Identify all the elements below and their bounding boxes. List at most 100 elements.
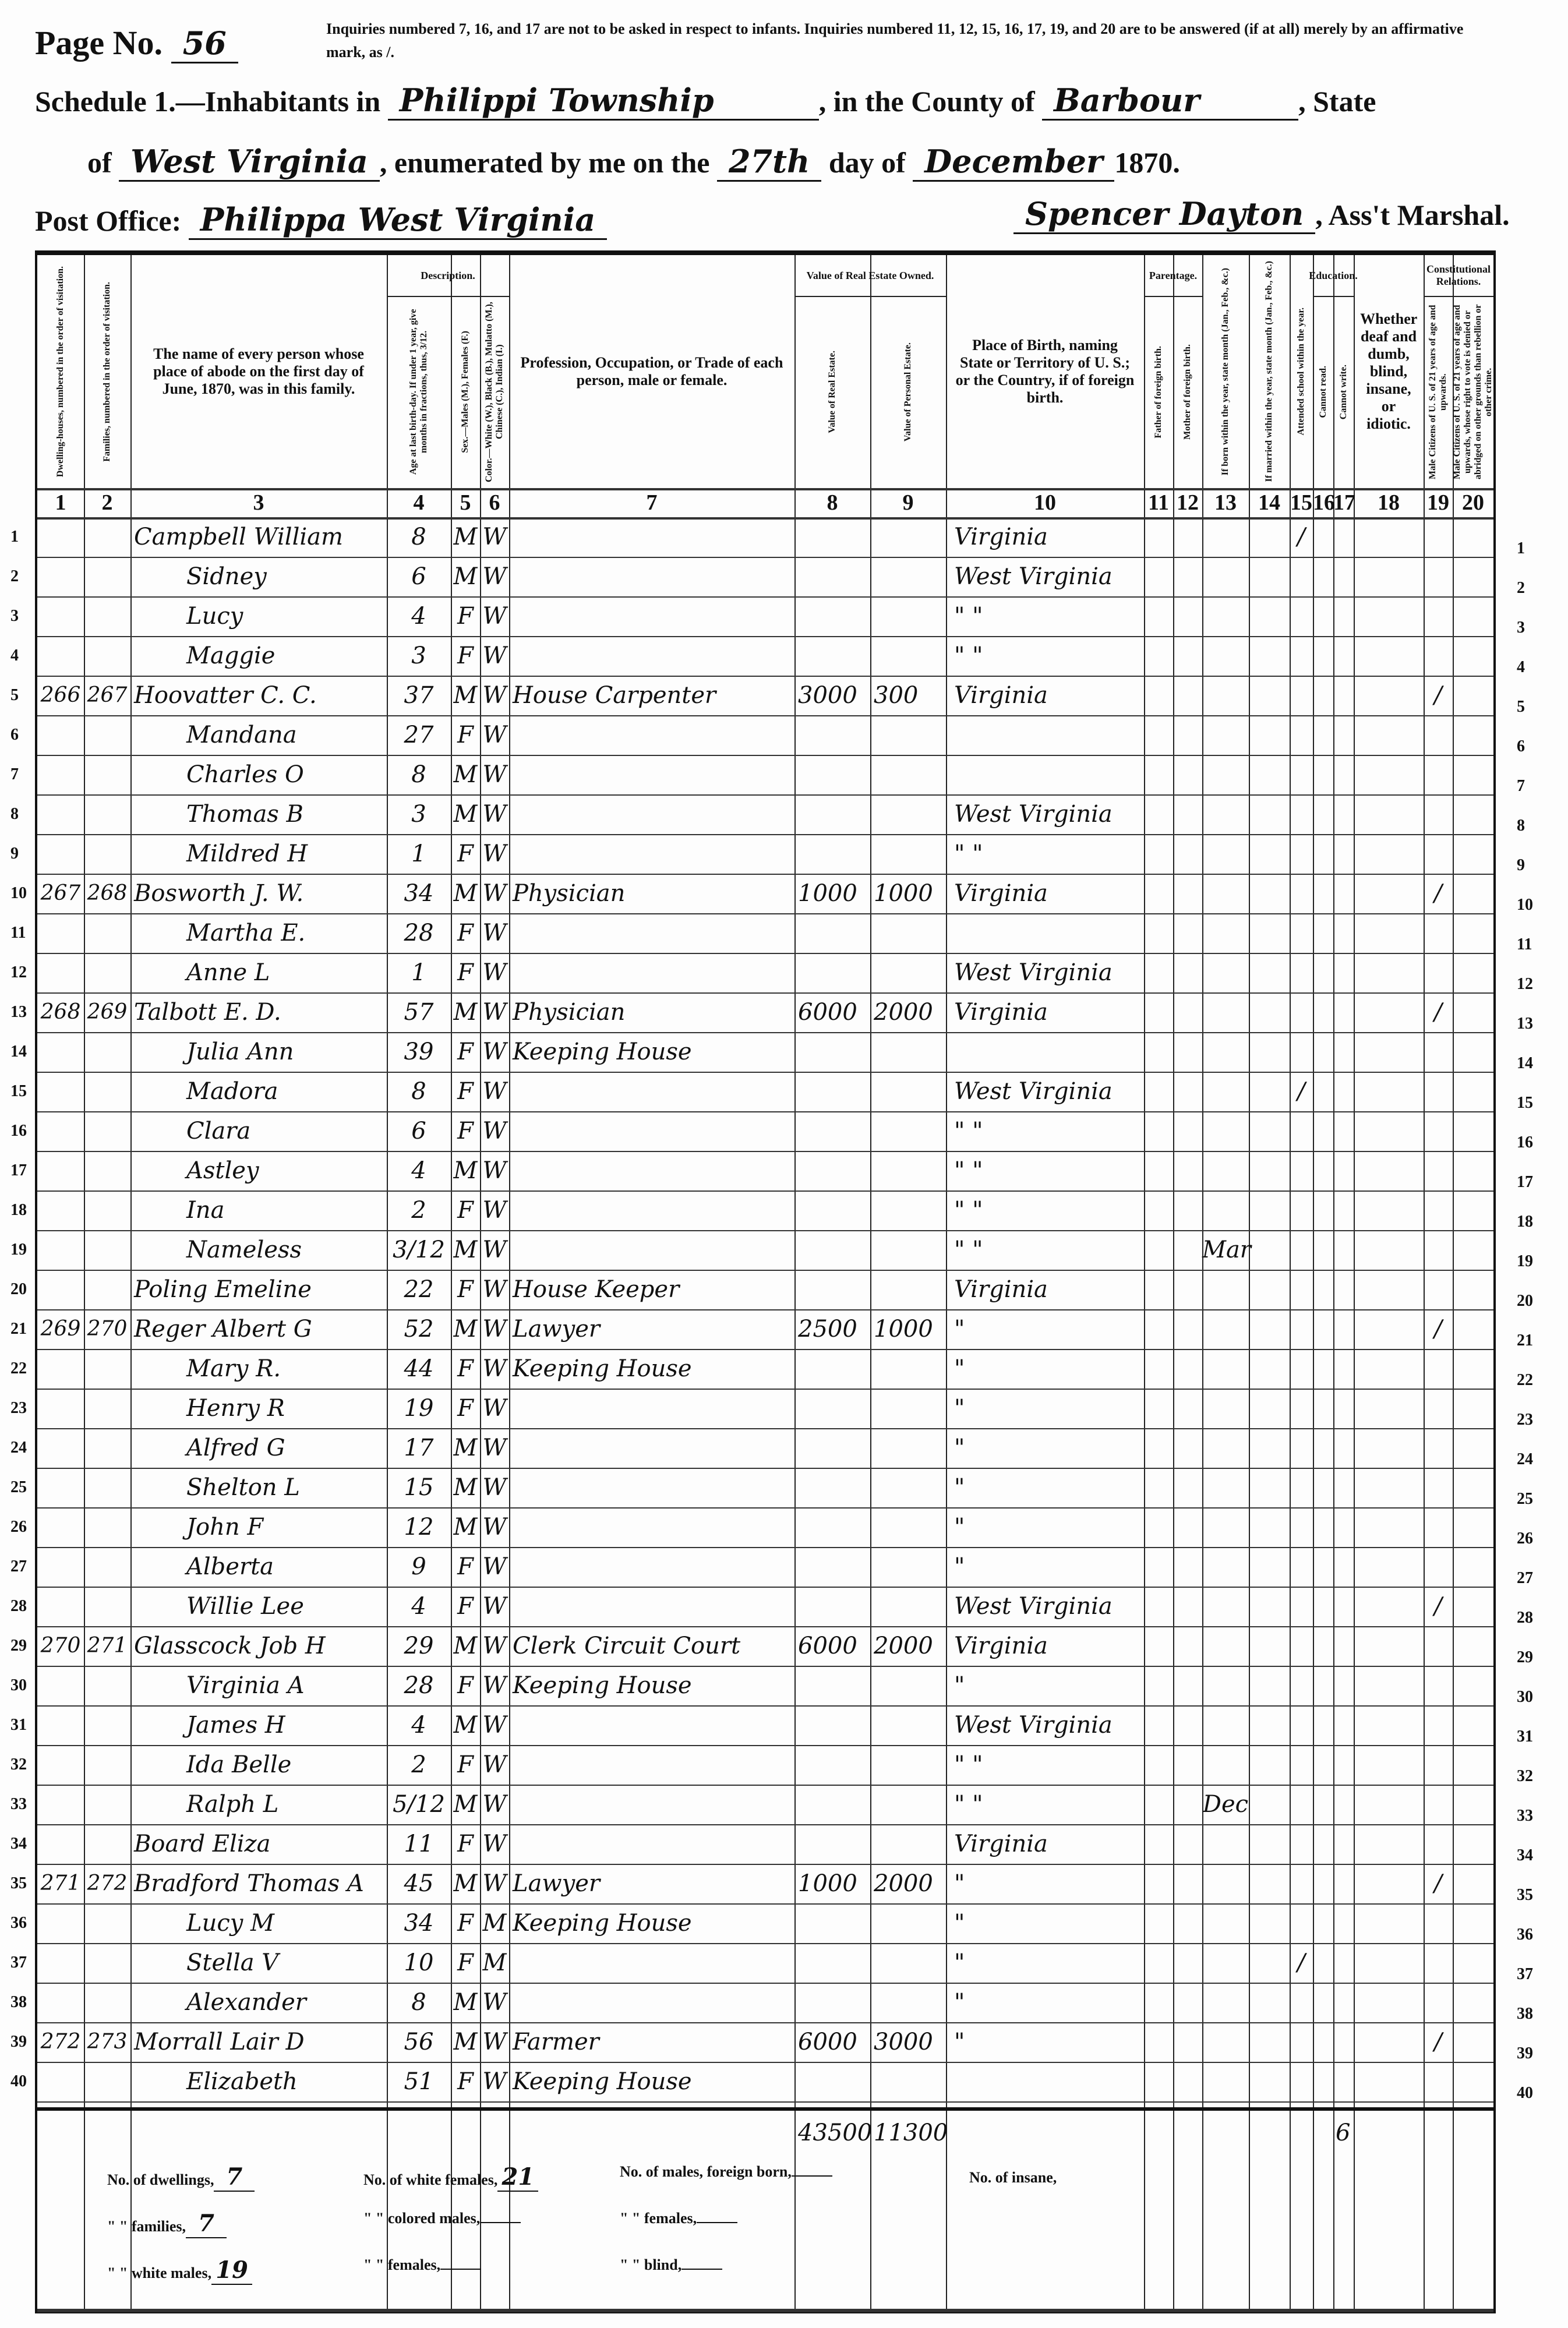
line-number-right: 21 [1517, 1331, 1533, 1350]
line-number-right: 8 [1517, 817, 1525, 835]
sex: F [457, 1078, 474, 1105]
column-divider [1173, 255, 1174, 2311]
page-number: Page No. 56 [35, 23, 238, 63]
line-number: 35 [10, 1874, 27, 1892]
line-number: 26 [10, 1518, 27, 1536]
color: W [482, 1276, 507, 1303]
occupation: Keeping House [513, 1910, 692, 1937]
line-number-right: 36 [1517, 1926, 1533, 1944]
row-divider [37, 1587, 1493, 1588]
dwelling-number: 268 [40, 1000, 81, 1024]
sex: M [453, 2029, 478, 2055]
birthplace: Virginia [954, 1831, 1048, 1857]
schedule-label: Schedule 1.—Inhabitants in [35, 85, 381, 118]
dwelling-number: 266 [40, 683, 81, 707]
cannot-write-total: 6 [1336, 2119, 1351, 2146]
color: W [482, 1791, 507, 1818]
line-number-right: 32 [1517, 1767, 1533, 1785]
person-name: Reger Albert G [134, 1316, 312, 1343]
line-number-right: 38 [1517, 2005, 1533, 2023]
line-number: 4 [10, 647, 19, 665]
county-value: Barbour [1042, 82, 1299, 121]
line-number-right: 24 [1517, 1450, 1533, 1468]
line-number: 6 [10, 726, 19, 744]
column-divider [946, 255, 947, 2311]
line-number-right: 9 [1517, 856, 1525, 874]
citizen-mark: / [1434, 2029, 1442, 2055]
column-header-text: Male Citizens of U. S. of 21 years of ag… [1453, 304, 1493, 480]
column-header-6: Color.—White (W.), Black (B.), Mulatto (… [480, 296, 509, 488]
color: W [482, 1514, 507, 1541]
age: 8 [411, 761, 426, 788]
age: 28 [404, 1672, 434, 1699]
line-number: 27 [10, 1557, 27, 1575]
person-name: Poling Emeline [134, 1276, 312, 1303]
column-header-text: Families, numbered in the order of visit… [102, 281, 112, 462]
sex: M [453, 1435, 478, 1461]
person-name: Willie Lee [186, 1593, 304, 1620]
person-name: Alberta [186, 1553, 274, 1580]
line-number: 30 [10, 1676, 27, 1694]
sex: F [457, 2068, 474, 2095]
color: W [482, 1870, 507, 1897]
row-divider [37, 992, 1493, 994]
column-divider [451, 255, 452, 2311]
line-number-right: 3 [1517, 619, 1525, 637]
foreign-females-count-value [697, 2222, 738, 2223]
day-value: 27th [716, 143, 822, 182]
colored-females-count-value [440, 2269, 482, 2270]
row-divider [37, 755, 1493, 756]
line-number-right: 37 [1517, 1965, 1533, 1983]
birthplace: " [954, 1672, 965, 1699]
occupation: House Carpenter [513, 682, 716, 709]
sex: F [457, 959, 474, 986]
person-name: Ralph L [186, 1791, 279, 1818]
occupation: Farmer [513, 2029, 599, 2055]
age: 6 [411, 563, 426, 590]
line-number: 8 [10, 805, 19, 823]
group-header-value: Value of Real Estate Owned. [794, 255, 946, 297]
color: W [482, 2029, 507, 2055]
column-header-text: The name of every person whose place of … [153, 345, 364, 397]
birth-month: Dec [1202, 1791, 1249, 1818]
census-table: Dwelling-houses, numbered in the order o… [10, 250, 1533, 2313]
row-divider [37, 557, 1493, 558]
color: W [482, 642, 507, 669]
age: 4 [411, 1593, 426, 1620]
age: 5/12 [393, 1791, 445, 1818]
person-name: Elizabeth [186, 2068, 298, 2095]
row-divider [37, 1824, 1493, 1825]
citizen-mark: / [1434, 1593, 1442, 1620]
occupation: Keeping House [513, 1672, 692, 1699]
attended-school: / [1297, 524, 1305, 550]
line-number: 15 [10, 1082, 27, 1100]
white-females-count-label: No. of white females, [363, 2171, 498, 2188]
birthplace: Virginia [954, 1633, 1048, 1659]
age: 34 [404, 1910, 434, 1937]
color: W [482, 1553, 507, 1580]
row-divider [37, 1191, 1493, 1192]
color: M [482, 1910, 507, 1937]
person-name: Thomas B [186, 801, 303, 828]
attended-school: / [1297, 1078, 1305, 1105]
line-number-right: 4 [1517, 658, 1525, 676]
column-divider [480, 255, 481, 2311]
age: 34 [404, 880, 434, 907]
families-count-label: " " families, [107, 2218, 186, 2235]
color: W [482, 563, 507, 590]
column-header-text: If married within the year, state month … [1264, 261, 1274, 482]
line-number: 13 [10, 1003, 27, 1021]
color: W [482, 840, 507, 867]
row-divider [37, 834, 1493, 835]
sex: F [457, 1118, 474, 1144]
sex: M [453, 1237, 478, 1263]
color: W [482, 959, 507, 986]
sex: F [457, 642, 474, 669]
sex: M [453, 1870, 478, 1897]
line-number-right: 13 [1517, 1015, 1533, 1033]
row-divider [37, 1270, 1493, 1271]
row-divider [37, 1230, 1493, 1231]
sex: M [453, 761, 478, 788]
sex: F [457, 1276, 474, 1303]
sex: F [457, 1355, 474, 1382]
